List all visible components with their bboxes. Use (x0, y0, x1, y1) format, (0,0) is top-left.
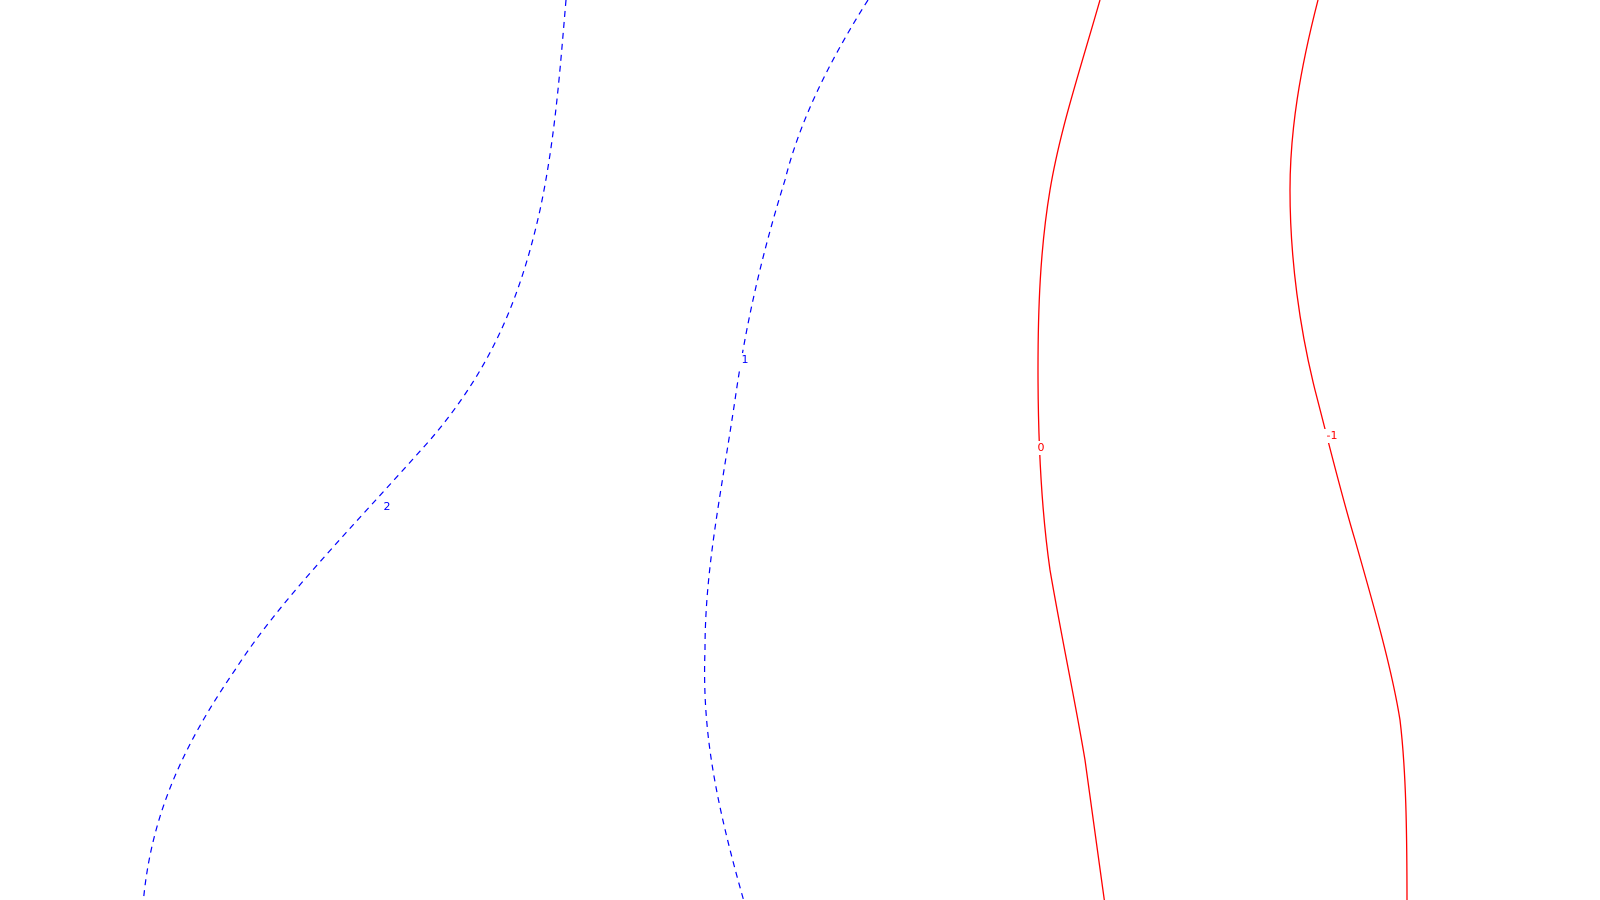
contour-label-minus-1: -1 (1327, 429, 1338, 442)
contour-line-2: 2 (142, 0, 567, 900)
contour-minus-1-label-bg (1322, 429, 1342, 443)
contour-1-path (704, 0, 869, 900)
contour-label-1: 1 (742, 353, 749, 366)
contour-2-label-bg (380, 500, 394, 514)
contour-line-minus-1: -1 (1289, 0, 1408, 900)
contour-1-label-bg (738, 353, 752, 367)
contour-line-0: 0 (1034, 0, 1105, 900)
contour-0-path (1037, 0, 1105, 900)
contour-line-1: 1 (704, 0, 869, 900)
contour-2-path (142, 0, 567, 900)
contour-minus-1-path (1289, 0, 1408, 900)
contour-label-0: 0 (1038, 441, 1045, 454)
contour-label-2: 2 (384, 500, 391, 513)
contour-0-label-bg (1034, 441, 1048, 455)
